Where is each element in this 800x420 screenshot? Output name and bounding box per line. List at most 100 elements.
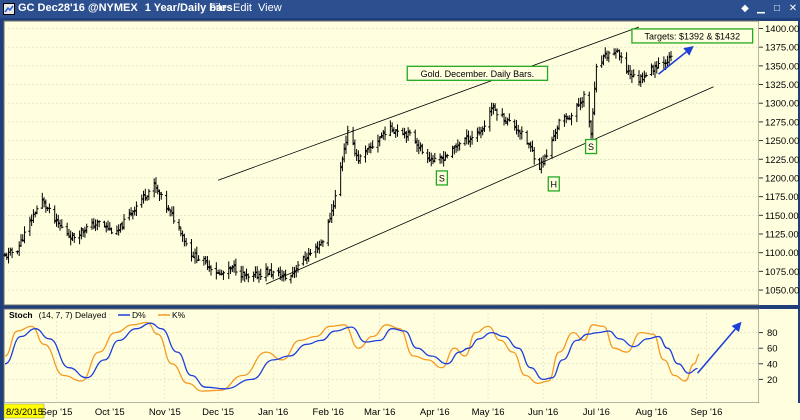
price-bar — [326, 219, 330, 247]
stoch-arrow — [697, 321, 742, 374]
price-tick-label: 1350.00 — [765, 61, 799, 72]
price-bar — [507, 113, 511, 122]
trend-channel-line — [217, 26, 640, 181]
price-bar — [259, 268, 263, 281]
trend-channel-line — [265, 86, 714, 285]
menu-file[interactable]: File — [209, 2, 227, 14]
date-tick-label: Jun '16 — [528, 407, 558, 418]
price-bar — [209, 265, 213, 276]
price-bar — [445, 153, 449, 159]
price-tick-label: 1100.00 — [765, 248, 799, 259]
window-title: GC Dec28'16 @NYMEX 1 Year/Daily bars — [18, 2, 233, 14]
price-bar — [632, 69, 636, 78]
price-tick-label: 1050.00 — [765, 286, 799, 297]
target-arrow — [658, 45, 694, 75]
stoch-params: (14, 7, 7) Delayed — [39, 310, 107, 320]
date-tick-label: Jul '16 — [583, 407, 610, 418]
price-tick-label: 1200.00 — [765, 173, 799, 184]
minimize-icon[interactable]: ▁ — [757, 3, 765, 14]
annotation-border — [547, 176, 560, 192]
price-bar — [395, 124, 400, 137]
price-bar — [172, 206, 176, 224]
price-tick-label: 1075.00 — [765, 267, 799, 278]
price-bar — [655, 61, 659, 74]
stoch-header: Stoch (14, 7, 7) Delayed — [9, 310, 106, 320]
price-bar — [569, 112, 574, 126]
annotation-label: H — [551, 179, 558, 189]
price-bar — [35, 205, 39, 215]
price-bar — [333, 189, 337, 209]
price-tick-label: 1300.00 — [765, 99, 799, 110]
stoch-title: Stoch — [9, 310, 33, 320]
price-bar — [47, 203, 51, 214]
price-tick-label: 1250.00 — [765, 136, 799, 147]
price-bar — [346, 125, 350, 146]
price-bar — [644, 72, 648, 78]
price-bar — [582, 90, 586, 108]
price-bar — [308, 249, 313, 256]
date-tick-label: Nov '15 — [149, 407, 181, 418]
price-tick-label: 1400.00 — [765, 24, 799, 35]
maximize-icon[interactable]: □ — [773, 3, 781, 14]
annotation-box: S — [584, 138, 598, 155]
app-icon — [3, 3, 15, 15]
price-bar — [122, 214, 126, 230]
price-tick-label: 1275.00 — [765, 117, 799, 128]
price-bar — [545, 149, 549, 159]
date-tick-label: Aug '16 — [635, 407, 667, 418]
price-bars — [3, 47, 673, 284]
price-bar — [383, 126, 387, 141]
legend-label: K% — [172, 310, 186, 320]
price-bar — [159, 191, 163, 200]
price-bar — [458, 141, 462, 151]
date-tick-label: Mar '16 — [364, 407, 395, 418]
date-tick-label: Feb '16 — [313, 407, 344, 418]
date-tick-label: Apr '16 — [420, 407, 450, 418]
annotation-label: S — [439, 173, 445, 183]
price-tick-label: 1125.00 — [765, 230, 799, 241]
price-bar — [594, 63, 598, 93]
annotation-box: Gold. December. Daily Bars. — [406, 65, 549, 81]
price-bar — [470, 130, 474, 145]
stoch-tick-label: 80 — [767, 328, 778, 339]
annotation-box: S — [435, 170, 449, 186]
annotation-border — [435, 170, 449, 186]
price-bar — [420, 143, 424, 155]
date-tick-label: Dec '15 — [202, 407, 234, 418]
price-tick-label: 1175.00 — [765, 192, 799, 203]
annotation-border — [406, 65, 549, 81]
price-bar — [72, 232, 76, 243]
close-icon[interactable]: ✕ — [788, 3, 798, 14]
title-bar: GC Dec28'16 @NYMEX 1 Year/Daily bars File… — [0, 0, 800, 18]
price-bar — [271, 270, 275, 280]
date-tick-label: Sep '15 — [41, 407, 73, 418]
stoch-panel — [3, 308, 760, 404]
price-bar — [184, 237, 188, 247]
price-bar — [532, 146, 536, 165]
chart-area: 1050.00 1075.00 1100.00 1125.00 1150.00 1175.… — [0, 18, 800, 420]
settings-icon[interactable]: ◆ — [741, 3, 749, 14]
price-bar — [246, 273, 250, 283]
price-bar — [557, 118, 561, 131]
price-axis-panel — [759, 21, 798, 305]
price-bar — [234, 258, 238, 276]
price-bar — [433, 152, 437, 163]
price-bar — [147, 188, 151, 201]
menu-edit[interactable]: Edit — [233, 2, 252, 14]
price-bar — [607, 50, 611, 63]
start-date-highlight — [3, 403, 45, 419]
price-bar — [408, 129, 412, 136]
price-panel — [3, 20, 760, 306]
price-bar — [520, 126, 524, 140]
annotation-label: S — [588, 142, 594, 152]
menu-view[interactable]: View — [258, 2, 282, 14]
price-bar — [495, 108, 499, 121]
date-tick-label: May '16 — [472, 407, 505, 418]
price-bar — [371, 140, 375, 149]
price-bar — [619, 52, 623, 64]
price-bar — [321, 239, 325, 247]
legend-label: D% — [132, 310, 146, 320]
stoch-tick-label: 40 — [767, 359, 778, 370]
price-bar — [221, 270, 226, 280]
